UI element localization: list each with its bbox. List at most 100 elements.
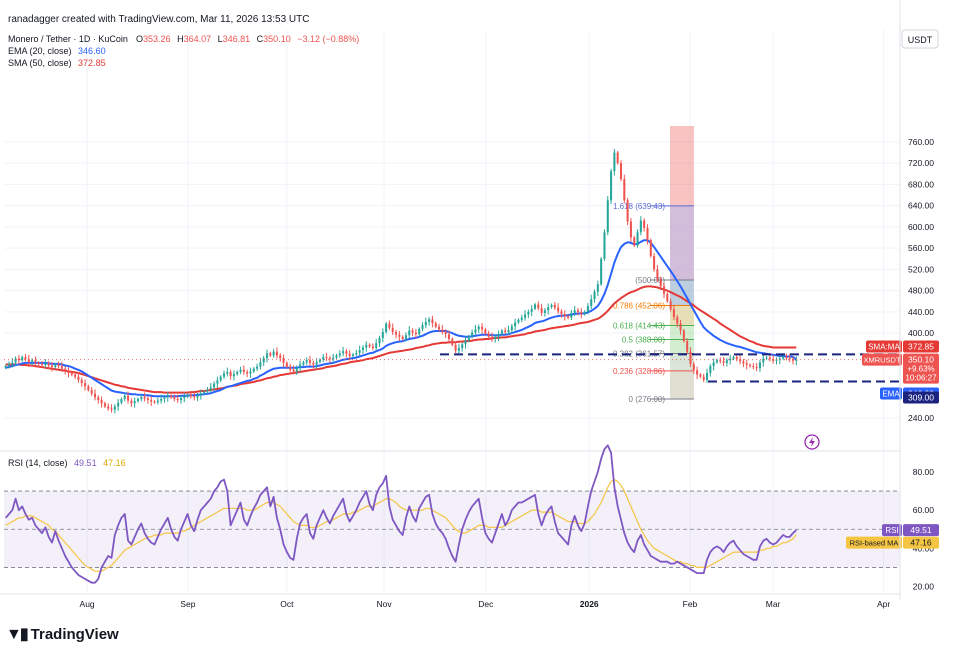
rsi-legend-label: RSI (14, close)	[8, 458, 68, 468]
fib-zone	[670, 205, 694, 280]
candle	[338, 350, 341, 358]
candle	[629, 217, 632, 242]
candle	[246, 369, 249, 378]
candle-body	[481, 326, 484, 330]
candle-body	[279, 355, 282, 359]
candle-body	[543, 310, 546, 313]
candle-body	[692, 363, 695, 371]
candle-body	[259, 362, 262, 367]
candle-body	[272, 351, 275, 356]
candle	[236, 370, 239, 376]
candle-body	[196, 395, 199, 398]
level-309-tag[interactable]: 309.00	[903, 391, 939, 404]
candle	[275, 347, 278, 359]
price-axis[interactable]: 760.00 720.00 680.00 640.00 600.00 560.00 520.…	[80, 0, 954, 609]
candle-body	[239, 369, 242, 372]
candle-body	[107, 406, 110, 409]
candle-body	[408, 330, 411, 336]
candle-body	[586, 306, 589, 312]
candle-body	[431, 319, 434, 324]
legend-ema: EMA (20, close) 346.60	[8, 46, 106, 56]
candle-body	[553, 304, 556, 308]
candle	[249, 367, 252, 378]
candle-body	[113, 406, 116, 410]
candle	[232, 370, 235, 381]
candle-body	[305, 360, 308, 363]
sma-price-tag[interactable]: 372.85	[903, 340, 939, 353]
price-tick-label: 400.00	[908, 328, 934, 338]
candle	[474, 325, 477, 336]
candle-body	[451, 338, 454, 345]
candle-body	[312, 362, 315, 365]
candle	[758, 360, 761, 372]
candle	[70, 371, 73, 377]
candle	[646, 224, 649, 245]
candle	[679, 319, 682, 335]
candle-body	[160, 399, 163, 401]
candle	[414, 328, 417, 339]
candle	[160, 394, 163, 404]
candle	[428, 317, 431, 326]
horizontal-levels[interactable]	[4, 353, 900, 383]
candle-body	[762, 358, 765, 363]
candle	[265, 349, 269, 363]
candle-body	[222, 373, 226, 377]
lightning-icon[interactable]	[804, 434, 820, 450]
candle-body	[388, 323, 391, 328]
candle	[133, 397, 136, 408]
rsi-ma-value-tag[interactable]: 47.16	[903, 536, 939, 549]
candle	[123, 392, 126, 402]
candle	[481, 323, 484, 334]
candles	[4, 148, 798, 414]
candle-body	[596, 284, 599, 292]
currency-label: USDT	[908, 35, 933, 45]
candle	[431, 315, 434, 328]
candle-body	[583, 311, 586, 314]
candle-body	[619, 163, 623, 180]
candle	[285, 361, 288, 369]
candle	[239, 366, 242, 375]
candle-body	[256, 366, 259, 369]
candle-body	[385, 323, 388, 333]
candle	[500, 328, 503, 336]
time-tick-label: Aug	[80, 599, 95, 609]
candle-body	[140, 396, 143, 399]
candle	[699, 372, 702, 379]
candle-body	[719, 360, 722, 362]
candle-body	[17, 358, 20, 361]
symbol-price-tag[interactable]	[903, 353, 939, 384]
candle-body	[226, 371, 229, 374]
candle	[97, 395, 100, 404]
candle-body	[590, 299, 593, 307]
candle-body	[117, 402, 120, 407]
candle	[57, 361, 60, 369]
ema-tag-label-bg	[880, 387, 902, 400]
candle	[199, 389, 202, 400]
currency-button[interactable]	[901, 29, 939, 49]
candle	[90, 386, 93, 396]
candle-body	[21, 357, 24, 361]
candle	[385, 321, 388, 334]
candle-body	[454, 344, 457, 351]
candle	[371, 343, 374, 351]
time-tick-label: 2026	[580, 599, 599, 609]
rsi-value-tag[interactable]: 49.51	[903, 524, 939, 537]
tradingview-logo[interactable]: ▼▮ TradingView	[6, 624, 119, 644]
candle	[335, 353, 338, 360]
candle	[295, 365, 298, 376]
legend-ohlc: O353.26 H364.07 L346.81 C350.10 −3.12 (−…	[136, 34, 359, 44]
candle	[325, 352, 328, 362]
candle	[213, 381, 216, 391]
candle-body	[702, 376, 705, 380]
candle	[77, 372, 80, 383]
candle-body	[474, 329, 477, 333]
candle-body	[623, 179, 626, 201]
candle	[216, 376, 219, 388]
candle	[497, 330, 500, 342]
candle-body	[368, 344, 371, 347]
candle	[54, 362, 57, 369]
candle-body	[381, 332, 384, 338]
candle	[361, 345, 364, 354]
candle-body	[464, 340, 467, 345]
